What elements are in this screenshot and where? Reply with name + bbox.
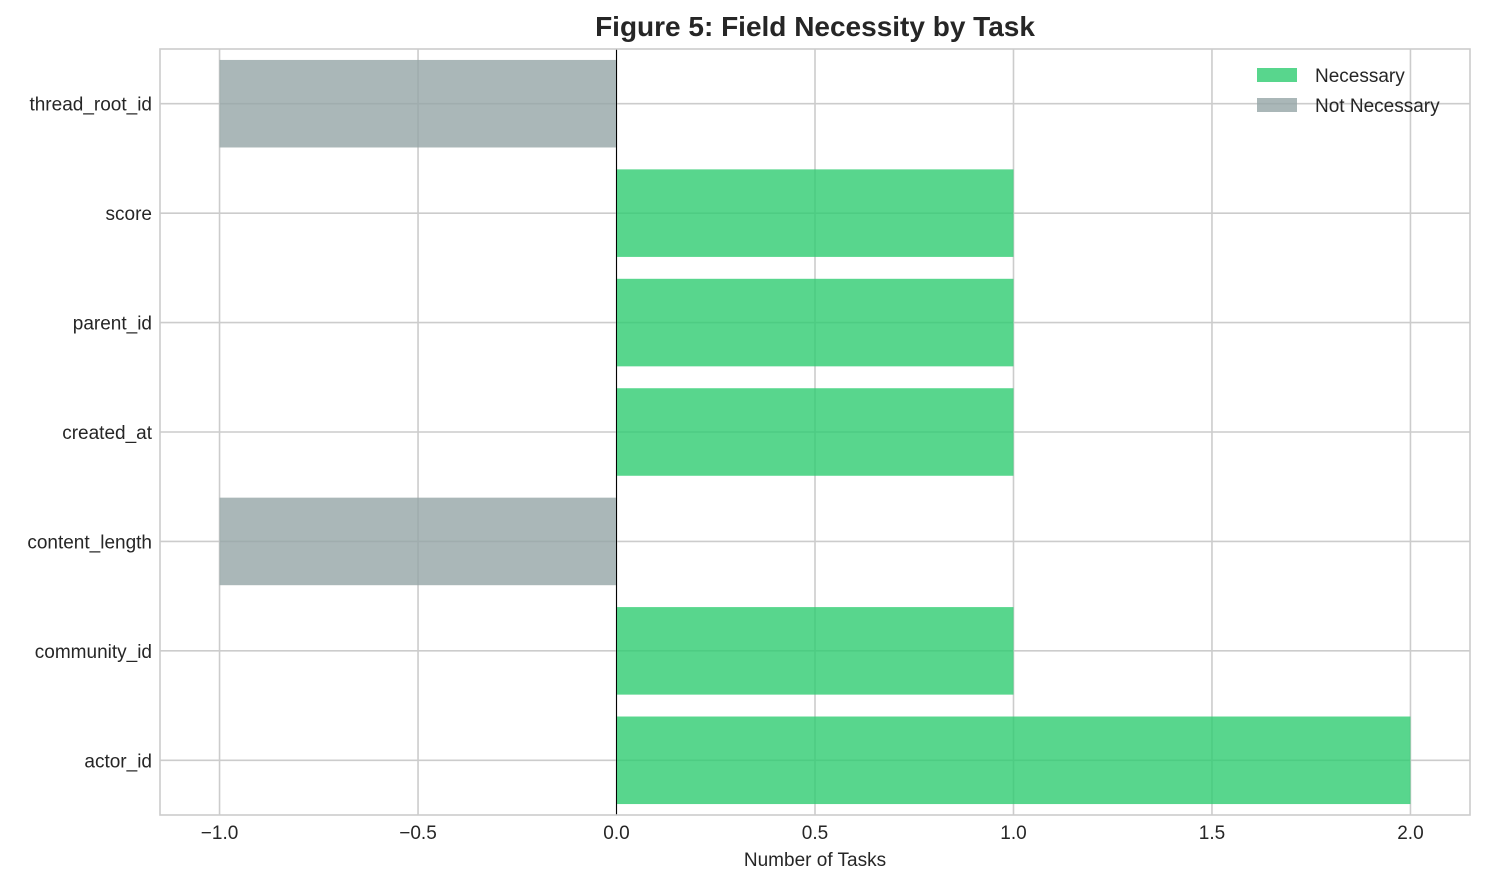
bar-created-at bbox=[616, 388, 1014, 476]
y-tick-label-parent-id: parent_id bbox=[73, 314, 152, 335]
x-axis-label: Number of Tasks bbox=[744, 850, 886, 871]
x-tick-label-4: 1.0 bbox=[1000, 823, 1026, 844]
y-tick-label-content-length: content_length bbox=[27, 532, 152, 553]
x-tick-label-2: 0.0 bbox=[603, 823, 629, 844]
bar-community-id bbox=[616, 607, 1014, 695]
x-tick-label-3: 0.5 bbox=[802, 823, 828, 844]
bars bbox=[219, 59, 1411, 805]
bar-content-length bbox=[219, 497, 617, 586]
y-tick-label-thread-root-id: thread_root_id bbox=[29, 95, 152, 116]
plot-frame-group bbox=[159, 48, 1471, 816]
bar-actor-id bbox=[616, 716, 1411, 805]
legend-swatch-not-necessary bbox=[1257, 98, 1297, 112]
plot-frame bbox=[159, 48, 1471, 816]
bar-score bbox=[616, 169, 1014, 257]
x-tick-labels: −1.0 −0.5 0.0 0.5 1.0 1.5 2.0 bbox=[201, 823, 1424, 844]
legend-label-not-necessary: Not Necessary bbox=[1315, 96, 1440, 117]
y-tick-label-actor-id: actor_id bbox=[84, 751, 152, 772]
x-tick-label-0: −1.0 bbox=[201, 823, 239, 844]
x-tick-label-1: −0.5 bbox=[399, 823, 437, 844]
legend-label-necessary: Necessary bbox=[1315, 66, 1405, 87]
legend-swatch-necessary bbox=[1257, 68, 1297, 82]
y-tick-label-community-id: community_id bbox=[35, 642, 152, 663]
bar-thread-root-id bbox=[219, 59, 617, 148]
x-tick-label-5: 1.5 bbox=[1199, 823, 1225, 844]
bar-parent-id bbox=[616, 278, 1014, 367]
legend: Necessary Not Necessary bbox=[1257, 66, 1440, 117]
chart-title: Figure 5: Field Necessity by Task bbox=[595, 11, 1035, 42]
y-tick-label-score: score bbox=[106, 204, 152, 225]
x-tick-label-6: 2.0 bbox=[1397, 823, 1423, 844]
y-tick-label-created-at: created_at bbox=[62, 423, 153, 444]
